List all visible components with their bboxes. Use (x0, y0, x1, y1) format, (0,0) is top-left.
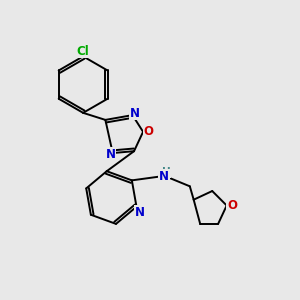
Text: H: H (162, 167, 170, 177)
Text: N: N (106, 148, 116, 161)
Text: O: O (227, 199, 237, 212)
Text: N: N (130, 106, 140, 119)
Text: N: N (159, 170, 169, 183)
Text: Cl: Cl (77, 44, 89, 58)
Text: N: N (134, 206, 145, 219)
Text: O: O (143, 125, 153, 138)
